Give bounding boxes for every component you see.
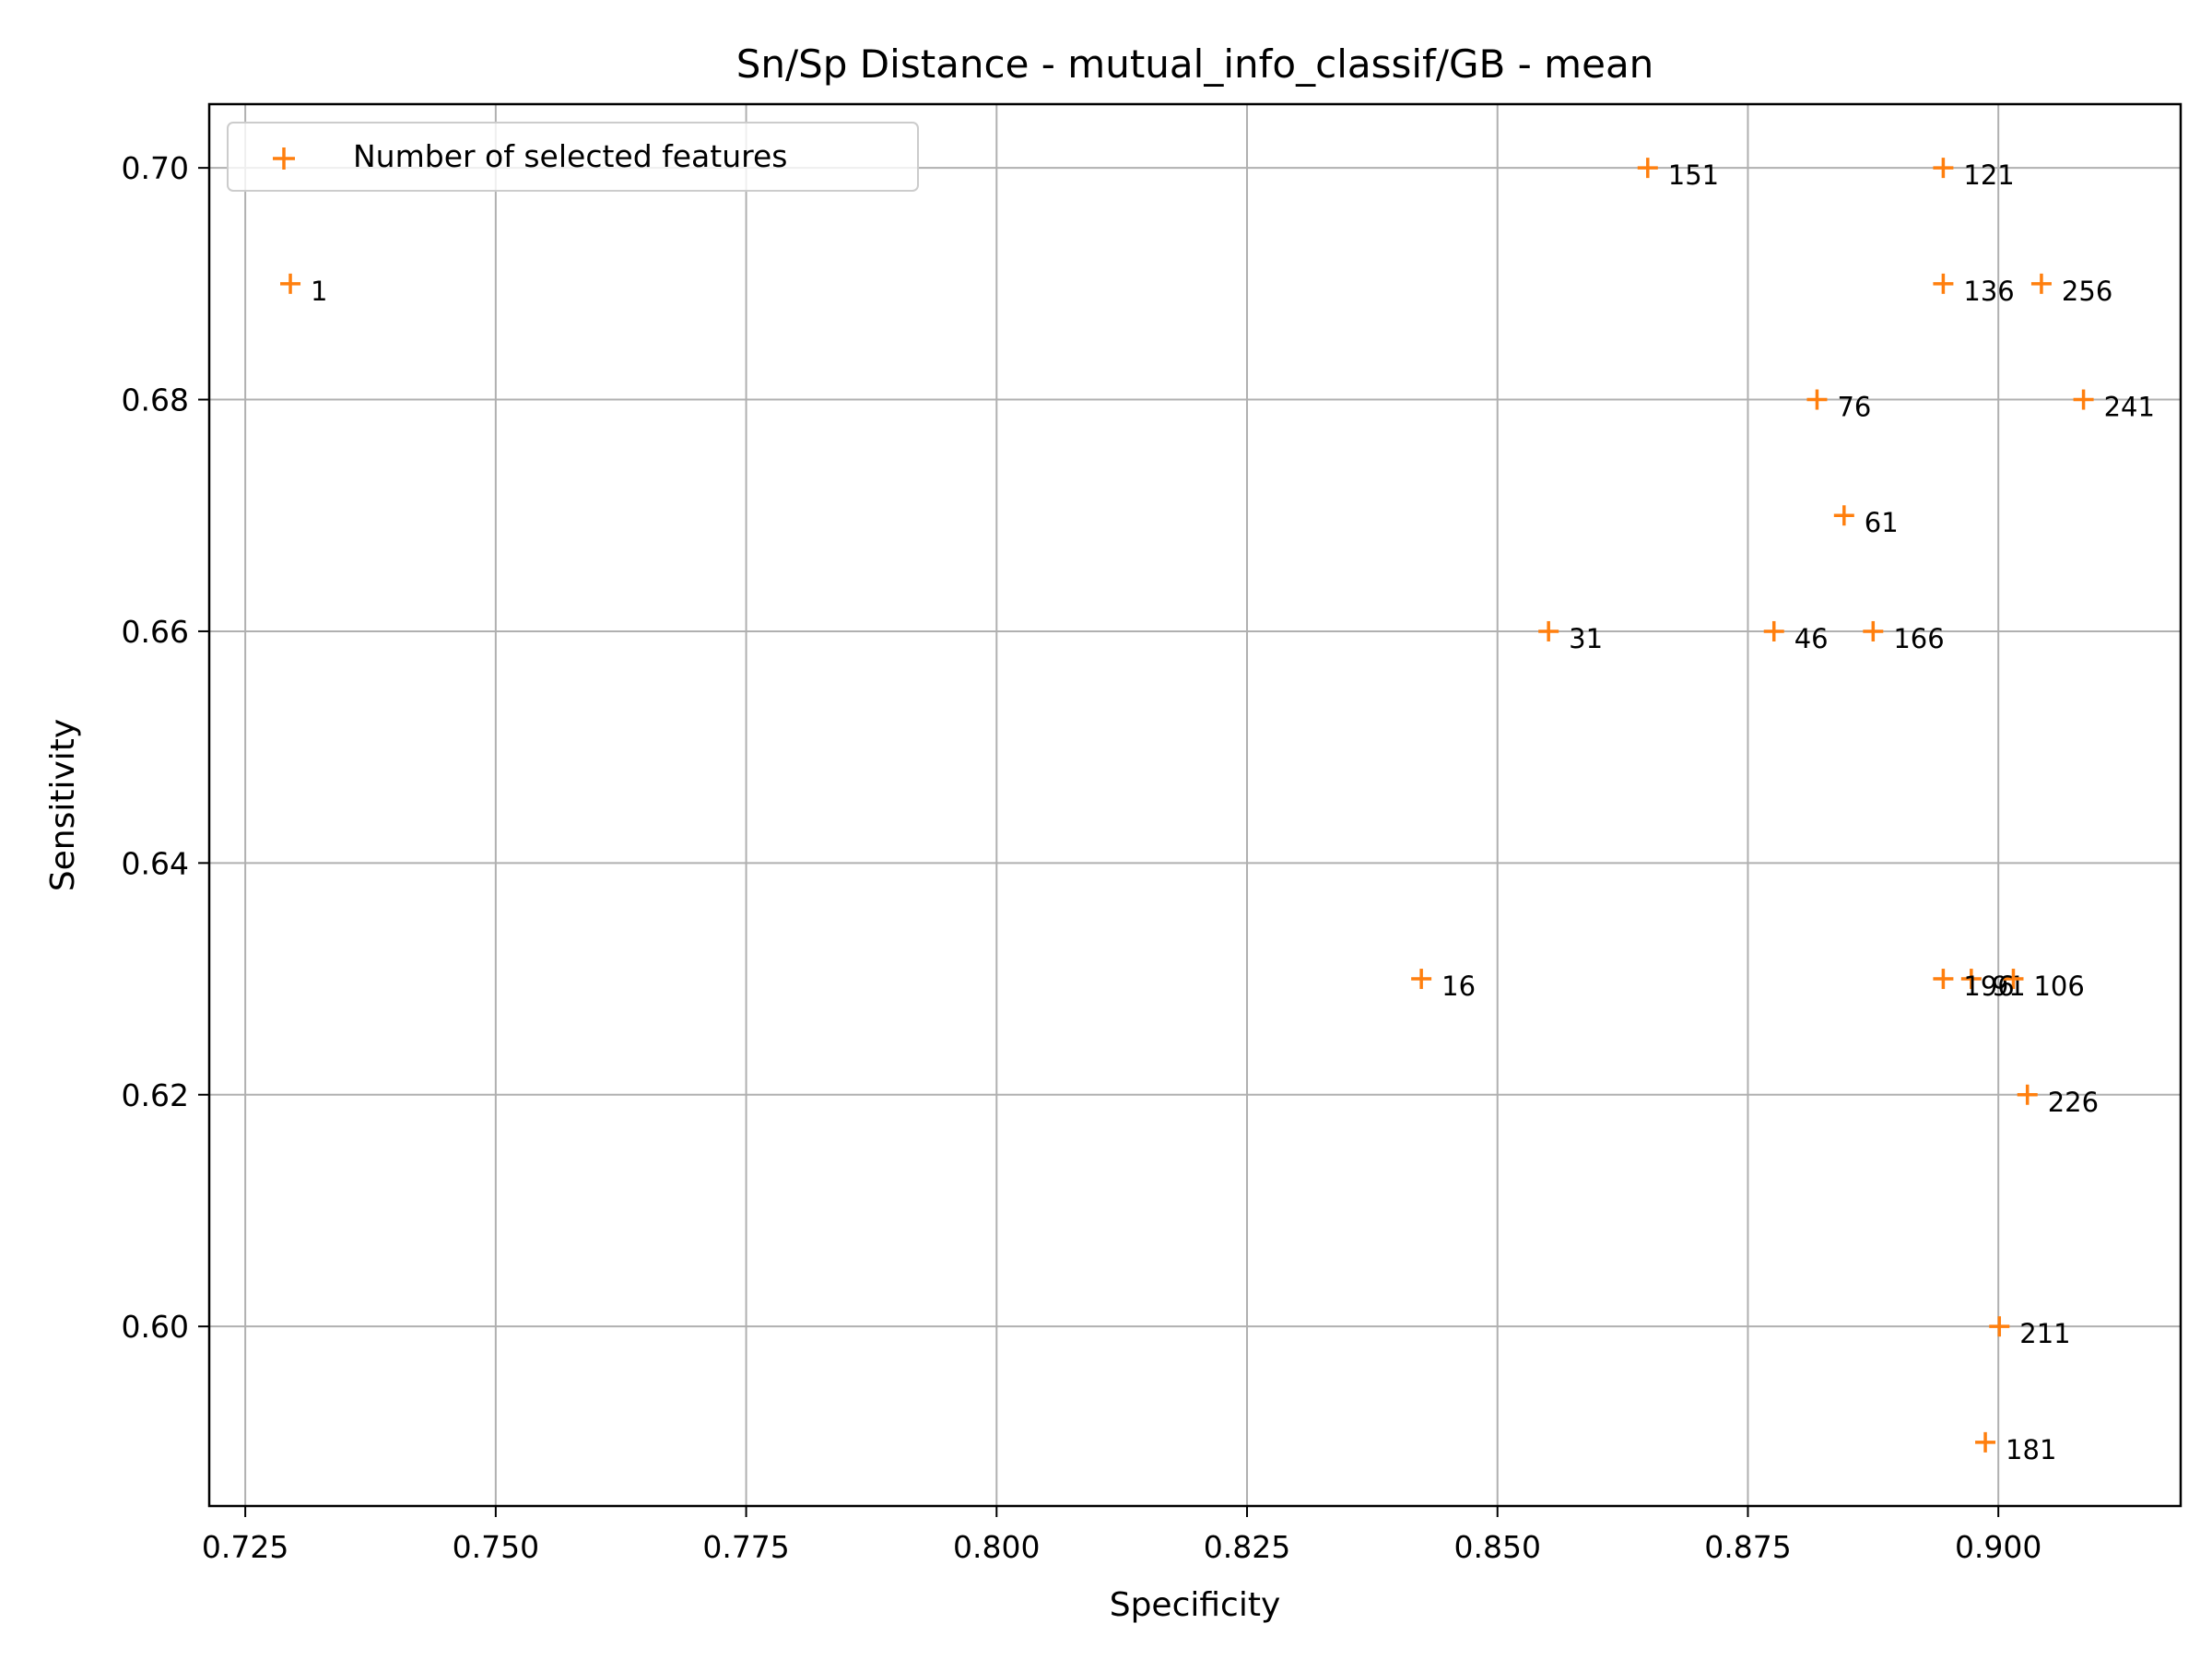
- point-label: 1: [311, 276, 327, 307]
- y-tick-label: 0.62: [122, 1077, 189, 1113]
- legend-entry-label: Number of selected features: [353, 138, 787, 174]
- point-label: 46: [1794, 623, 1829, 654]
- x-axis-ticks: 0.725 0.750 0.775 0.800 0.825 0.850 0.875 0.900: [202, 1506, 2041, 1565]
- y-tick-label: 0.68: [122, 382, 189, 418]
- point-label: 76: [1837, 392, 1871, 423]
- legend: Number of selected features: [227, 122, 919, 192]
- data-point: [280, 273, 301, 294]
- data-point: [1411, 969, 1432, 990]
- x-axis-label: Specificity: [1110, 1586, 1281, 1624]
- legend-box: [227, 122, 919, 192]
- point-label: 121: [1963, 159, 2014, 191]
- y-tick-label: 0.66: [122, 614, 189, 650]
- point-label: 166: [1893, 623, 1944, 654]
- data-point: [2073, 389, 2094, 410]
- data-point: [1933, 969, 1954, 990]
- point-label: 91: [1992, 971, 2026, 1002]
- x-tick-label: 0.900: [1955, 1529, 2041, 1565]
- grid-lines: [209, 104, 2181, 1506]
- x-tick-label: 0.825: [1204, 1529, 1290, 1565]
- x-tick-label: 0.725: [202, 1529, 288, 1565]
- point-label: 226: [2048, 1087, 2099, 1118]
- data-point: [1975, 1431, 1996, 1453]
- data-point: [1933, 158, 1954, 179]
- y-tick-label: 0.70: [122, 150, 189, 186]
- point-label: 31: [1569, 623, 1603, 654]
- x-tick-label: 0.750: [453, 1529, 539, 1565]
- data-point: [1806, 389, 1828, 410]
- data-point: [1833, 505, 1854, 526]
- point-label: 196: [1963, 971, 2014, 1002]
- data-point: [2017, 1084, 2038, 1105]
- data-point: [1960, 969, 1982, 990]
- x-tick-label: 0.800: [953, 1529, 1040, 1565]
- point-label: 211: [2019, 1318, 2070, 1349]
- data-point: [2030, 273, 2052, 294]
- x-tick-label: 0.775: [702, 1529, 789, 1565]
- y-tick-label: 0.60: [122, 1309, 189, 1345]
- chart-title: Sn/Sp Distance - mutual_info_classif/GB …: [736, 41, 1654, 87]
- point-label: 151: [1668, 159, 1719, 191]
- point-label: 256: [2062, 276, 2112, 307]
- plot-area-frame: [207, 102, 2183, 1508]
- point-label: 16: [1441, 971, 1476, 1002]
- point-label: 106: [2033, 971, 2084, 1002]
- data-point: [1863, 620, 1884, 641]
- data-point: [2003, 969, 2024, 990]
- point-label: 241: [2104, 392, 2155, 423]
- point-label: 181: [2006, 1434, 2056, 1465]
- data-point: [1933, 273, 1954, 294]
- data-point: [1763, 620, 1784, 641]
- point-label: 61: [1865, 507, 1899, 538]
- legend-marker: [273, 147, 295, 170]
- x-tick-label: 0.875: [1704, 1529, 1791, 1565]
- y-tick-label: 0.64: [122, 845, 189, 881]
- data-point: [1637, 158, 1658, 179]
- x-tick-label: 0.850: [1453, 1529, 1540, 1565]
- data-point: [1989, 1316, 2010, 1337]
- y-axis-label: Sensitivity: [44, 719, 82, 891]
- point-label: 136: [1963, 276, 2014, 307]
- y-axis-ticks: 0.60 0.62 0.64 0.66 0.68 0.70: [122, 150, 209, 1345]
- data-point: [1538, 620, 1559, 641]
- data-points: 1 16 31 46 61 76 91 106 121 136 151 166 181 196 211 226…: [280, 158, 2155, 1465]
